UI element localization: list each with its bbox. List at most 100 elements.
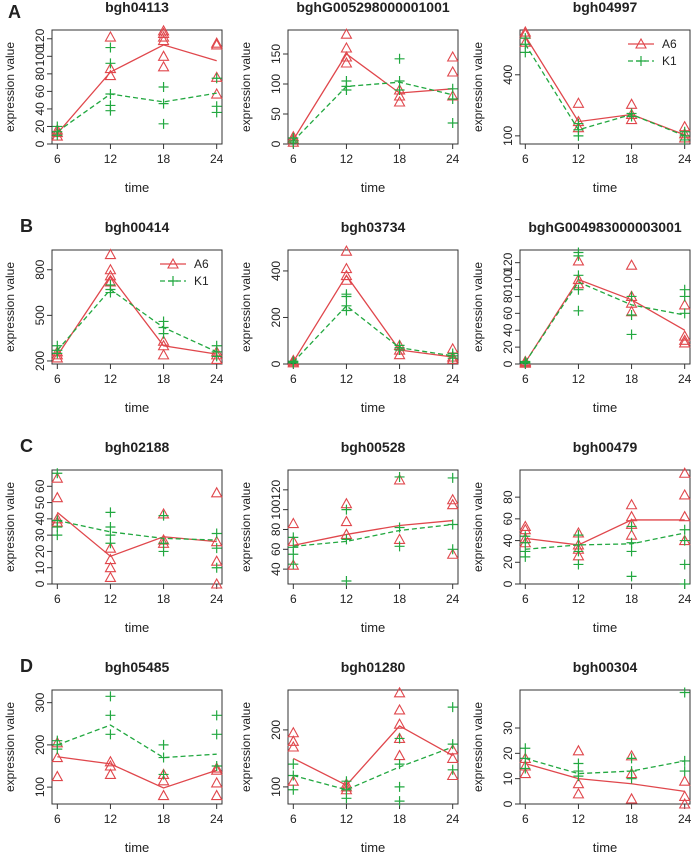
chart-title: bgh03734 (341, 219, 406, 235)
series-line (524, 35, 685, 136)
series-k1 (288, 702, 458, 807)
data-point-triangle (157, 24, 170, 36)
y-tick-label: 50 (269, 107, 283, 121)
series-k1 (52, 468, 222, 573)
chart-title: bgh05485 (105, 659, 170, 675)
data-point-plus (679, 687, 690, 698)
y-tick-label: 60 (501, 512, 515, 526)
y-tick-label: 0 (501, 800, 515, 807)
x-axis-label: time (125, 180, 150, 195)
data-point-triangle (572, 97, 585, 108)
data-point-plus (679, 579, 690, 589)
y-tick-label: 100 (269, 499, 283, 519)
y-tick-label: 120 (501, 252, 515, 272)
y-axis: 0 10 20 30 40 50 60 (33, 479, 52, 587)
y-axis-label: expression value (239, 482, 253, 572)
data-point-triangle (446, 493, 459, 505)
x-tick-label: 18 (393, 152, 407, 166)
data-point-triangle (210, 789, 223, 801)
x-tick-label: 6 (290, 152, 297, 166)
data-point-triangle (446, 548, 459, 559)
data-point-triangle (157, 27, 170, 39)
data-point-plus (626, 753, 637, 764)
y-tick-label: 60 (269, 542, 283, 556)
data-point-plus (211, 543, 222, 554)
data-point-triangle (572, 787, 585, 799)
y-tick-label: 20 (33, 544, 47, 558)
data-point-plus (626, 521, 637, 532)
y-tick-label: 40 (501, 534, 515, 548)
plot-frame (287, 249, 459, 365)
data-point-triangle (287, 726, 300, 738)
y-axis: 0 20 40 60 80 (501, 490, 520, 587)
series-a6 (287, 28, 459, 147)
series-line (292, 304, 453, 363)
x-tick-label: 12 (104, 152, 118, 166)
chart-title: bgh04997 (573, 0, 638, 15)
series-a6 (519, 744, 691, 809)
data-point-triangle (157, 50, 170, 61)
data-point-plus (288, 542, 299, 553)
data-point-triangle (519, 520, 532, 532)
legend-label: A6 (194, 257, 209, 271)
data-point-triangle (446, 769, 459, 781)
data-point-plus (573, 758, 584, 769)
series-a6 (51, 24, 223, 141)
data-point-triangle (104, 561, 117, 573)
x-tick-label: 6 (522, 592, 529, 606)
data-point-plus (394, 733, 405, 744)
data-point-triangle (104, 30, 117, 42)
chart-panel: bgh03734 6 12 18 24 time 0 200 400 expression val… (239, 219, 460, 415)
y-tick-label: 200 (33, 351, 47, 371)
data-point-triangle (393, 718, 406, 729)
series-k1 (520, 521, 690, 589)
data-point-plus (520, 33, 531, 44)
data-point-plus (211, 761, 222, 771)
data-point-plus (211, 710, 222, 721)
x-axis-label: time (125, 620, 150, 635)
y-tick-label: 500 (33, 305, 47, 325)
x-tick-label: 6 (522, 372, 529, 386)
x-tick-label: 6 (290, 592, 297, 606)
data-point-plus (573, 247, 584, 258)
y-axis: 100 200 (269, 720, 288, 797)
series-line (293, 519, 453, 546)
y-tick-label: 0 (501, 360, 515, 367)
data-point-plus (105, 710, 116, 721)
data-point-plus (341, 784, 352, 795)
series-line (56, 274, 217, 357)
y-axis: 100 200 300 (33, 692, 52, 797)
data-point-plus (52, 515, 63, 526)
legend-marker (168, 276, 178, 286)
data-point-plus (447, 702, 458, 713)
y-tick-label: 100 (269, 74, 283, 94)
chart-panel: bgh02188 6 12 18 24 time 0 10 20 30 40 50 60 expressi… (3, 439, 224, 635)
x-tick-label: 18 (157, 152, 171, 166)
data-point-triangle (678, 775, 691, 786)
series-line (525, 532, 685, 550)
data-point-plus (679, 535, 690, 546)
data-point-triangle (340, 56, 353, 68)
data-point-triangle (678, 336, 691, 348)
data-point-plus (341, 504, 352, 515)
chart-panel: bgh00414 6 12 18 24 time 200 500 800 expression v… (3, 219, 224, 415)
chart-title: bgh00304 (573, 659, 638, 675)
series-k1 (52, 42, 222, 141)
series-k1 (52, 691, 222, 780)
data-point-triangle (157, 34, 170, 46)
y-axis: 100 400 (501, 64, 520, 146)
data-point-plus (158, 538, 169, 549)
y-tick-label: 80 (501, 490, 515, 504)
x-tick-label: 12 (572, 812, 586, 826)
data-point-triangle (340, 50, 353, 62)
data-point-triangle (157, 774, 170, 786)
data-point-triangle (678, 467, 691, 478)
data-point-plus (341, 576, 352, 587)
y-tick-label: 100 (269, 777, 283, 797)
x-tick-label: 12 (572, 592, 586, 606)
data-point-plus (52, 121, 63, 132)
x-tick-label: 12 (340, 812, 354, 826)
data-point-plus (394, 781, 405, 792)
series-line (56, 92, 217, 133)
data-point-triangle (678, 797, 691, 809)
